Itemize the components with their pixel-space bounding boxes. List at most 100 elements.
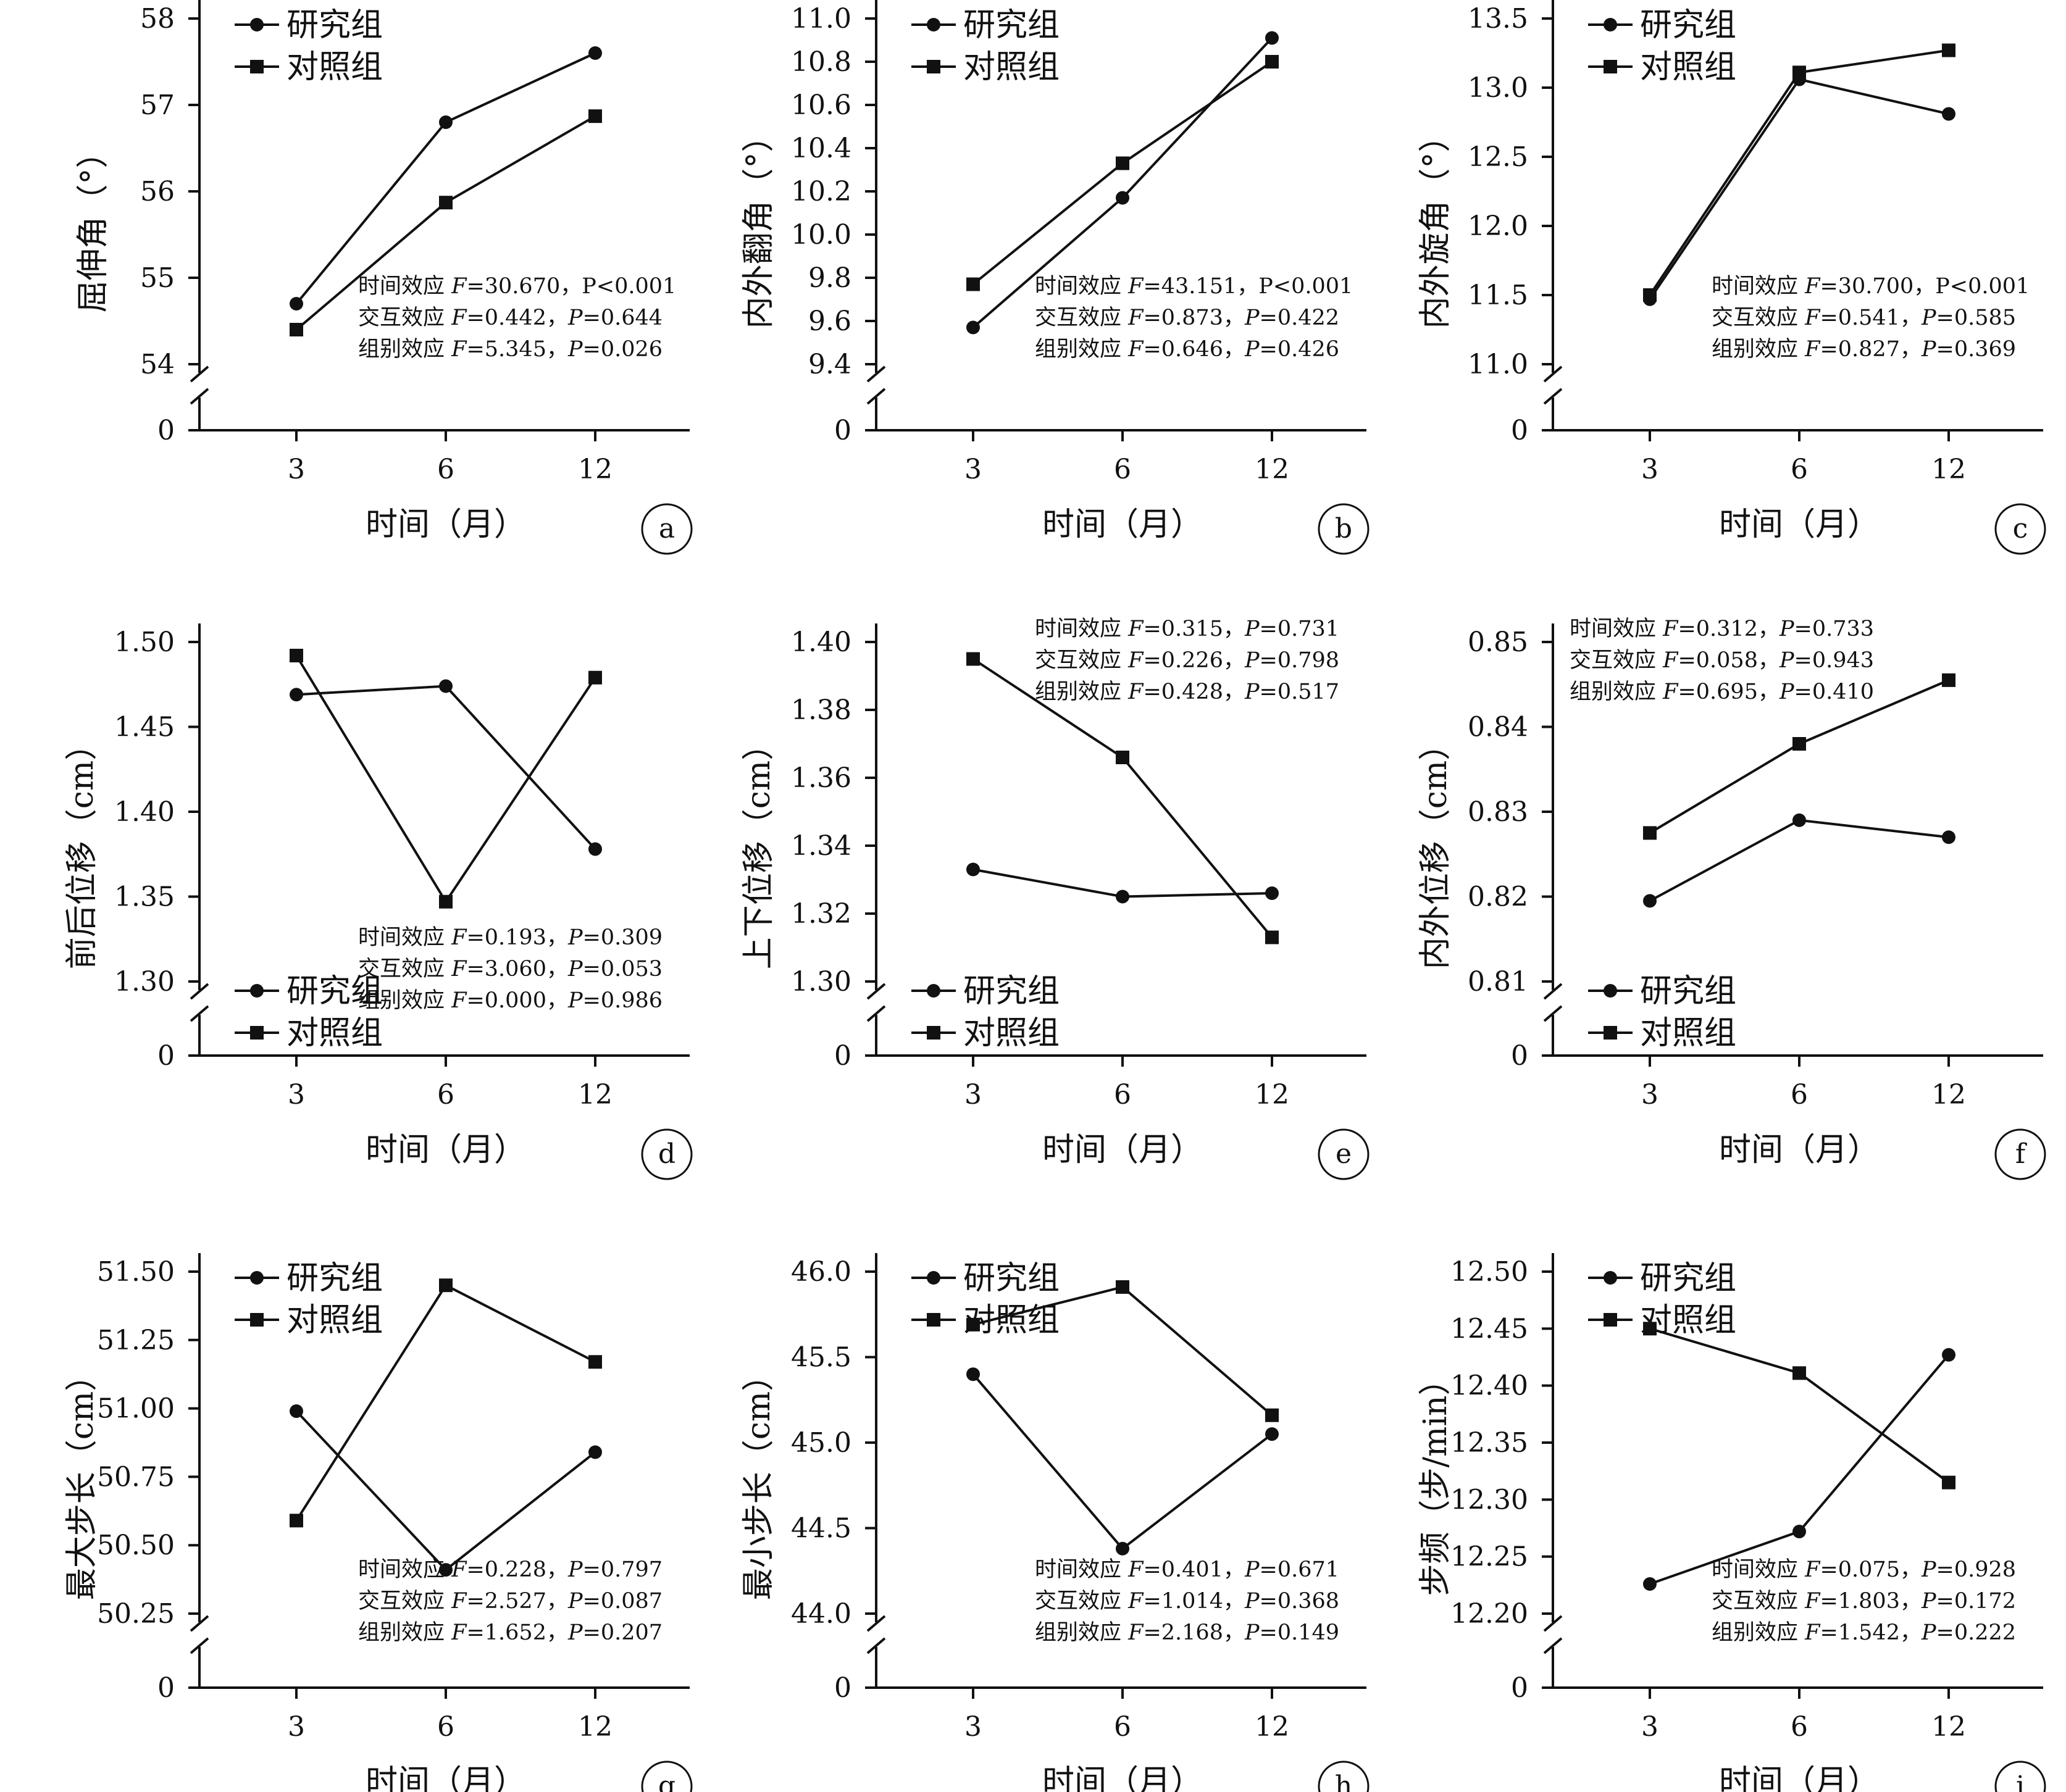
y-tick-label: 0 (1511, 1040, 1528, 1072)
panel-letter-circle (1994, 1128, 2046, 1180)
series-line-study (295, 52, 596, 305)
x-tick-label: 6 (1114, 454, 1131, 485)
y-tick-label: 0.82 (1468, 881, 1528, 913)
y-tick-label: 10.0 (791, 219, 851, 251)
stats-line: 组别效应 F=5.345，P=0.026 (358, 337, 663, 362)
x-tick-label: 12 (578, 1079, 613, 1111)
x-tick-label: 12 (1255, 1079, 1289, 1111)
x-tick-label: 6 (1114, 1711, 1131, 1743)
data-point-control (1792, 65, 1806, 80)
y-tick-label: 12.30 (1450, 1484, 1528, 1515)
y-tick-label: 51.25 (97, 1325, 175, 1356)
panel-letter-circle (1318, 1128, 1370, 1180)
x-axis-label: 时间（月） (1719, 1764, 1880, 1792)
y-tick-label: 12.50 (1450, 1256, 1528, 1288)
panel-letter: i (2016, 1770, 2025, 1792)
data-point-control (1942, 43, 1955, 57)
data-point-control (1643, 826, 1657, 840)
y-tick-label: 13.5 (1468, 3, 1528, 35)
stats-line: 组别效应 F=0.827，P=0.369 (1712, 337, 2016, 362)
panel-letter: h (1335, 1770, 1352, 1792)
x-axis-label: 时间（月） (1719, 506, 1880, 543)
y-tick-label: 45.0 (791, 1427, 851, 1459)
x-tick-label: 3 (288, 1079, 305, 1111)
x-tick-label: 3 (1641, 1079, 1658, 1111)
axis-break-mark (190, 1615, 209, 1632)
axis-break-mark (190, 365, 209, 383)
x-tick-label: 12 (578, 1711, 613, 1743)
axis-break-mark (866, 1637, 886, 1654)
stats-line: 组别效应 F=0.428，P=0.517 (1035, 680, 1339, 704)
axis-break-mark (866, 983, 886, 1000)
y-tick-label: 0.81 (1468, 966, 1528, 998)
legend-marker (1604, 1026, 1617, 1040)
legend-marker (927, 984, 940, 998)
panel-letter-circle (641, 1761, 693, 1792)
series-line-study (1649, 1354, 1950, 1585)
x-axis-label: 时间（月） (1042, 506, 1203, 543)
panel-letter: d (658, 1138, 675, 1170)
y-tick-label: 1.30 (791, 966, 851, 998)
x-tick-label: 6 (437, 454, 454, 485)
stats-line: 交互效应 F=3.060，P=0.053 (358, 957, 663, 981)
x-tick-label: 12 (578, 454, 613, 485)
y-axis-label: 屈伸角（°） (75, 136, 112, 312)
legend-label-study: 研究组 (1640, 973, 1736, 1010)
data-point-study (1942, 830, 1955, 844)
x-tick-label: 12 (1931, 1711, 1966, 1743)
x-axis-label: 时间（月） (366, 1764, 526, 1792)
panel-letter: g (658, 1770, 675, 1792)
y-tick-label: 10.2 (791, 176, 851, 207)
legend-label-control: 对照组 (1640, 1015, 1736, 1052)
stats-line: 交互效应 F=0.442，P=0.644 (358, 306, 663, 330)
data-point-study (966, 320, 980, 335)
legend-marker (1604, 1313, 1617, 1327)
x-tick-label: 3 (964, 1079, 982, 1111)
stats-line: 交互效应 F=0.873，P=0.422 (1035, 306, 1339, 330)
y-tick-label: 56 (140, 176, 175, 207)
legend-label-control: 对照组 (963, 49, 1060, 86)
series-line-study (1649, 819, 1949, 902)
panel-letter: f (2015, 1138, 2027, 1170)
y-tick-label: 1.38 (791, 694, 851, 726)
panel-letter-circle (641, 503, 693, 555)
y-tick-label: 0 (834, 415, 851, 446)
y-tick-label: 0 (1511, 1672, 1528, 1704)
data-point-control (1265, 55, 1279, 69)
x-tick-label: 6 (1791, 454, 1808, 485)
data-point-control (1792, 737, 1806, 751)
data-point-study (1942, 1348, 1955, 1362)
y-tick-label: 9.8 (808, 262, 851, 294)
data-point-control (439, 196, 453, 210)
panel-letter-circle (1994, 1761, 2046, 1792)
legend-marker (927, 1313, 940, 1327)
y-tick-label: 12.5 (1468, 141, 1528, 173)
data-point-study (1116, 1541, 1129, 1556)
stats-line: 组别效应 F=0.646，P=0.426 (1035, 337, 1339, 362)
y-tick-label: 12.40 (1450, 1370, 1528, 1402)
y-tick-label: 13.0 (1468, 72, 1528, 104)
axis-break-mark (190, 1637, 209, 1654)
chart-panel-h: 44.0 44.5 45.0 45.5 46.0 0 3 6 12 时间（月） 最小步长（cm） h 研… (740, 1253, 1370, 1792)
data-point-control (1643, 1322, 1657, 1336)
data-point-study (1265, 1427, 1279, 1441)
data-point-control (966, 1317, 980, 1331)
y-tick-label: 1.40 (791, 627, 851, 658)
y-tick-label: 46.0 (791, 1256, 851, 1288)
legend-label-study: 研究组 (286, 1260, 383, 1297)
legend-marker (1604, 18, 1617, 31)
legend-label-study: 研究组 (286, 973, 383, 1010)
x-axis-label: 时间（月） (366, 506, 526, 543)
stats-line: 组别效应 F=1.542，P=0.222 (1712, 1620, 2016, 1645)
panel-letter: b (1335, 513, 1352, 544)
y-tick-label: 1.50 (114, 627, 175, 658)
data-point-control (1265, 1408, 1279, 1422)
panel-letter-circle (1994, 503, 2046, 555)
panel-letter: c (2013, 513, 2028, 544)
data-point-study (1265, 31, 1279, 45)
y-tick-label: 10.8 (791, 46, 851, 78)
legend-marker (250, 984, 264, 998)
panel-letter: e (1336, 1138, 1352, 1170)
y-tick-label: 12.0 (1468, 210, 1528, 242)
